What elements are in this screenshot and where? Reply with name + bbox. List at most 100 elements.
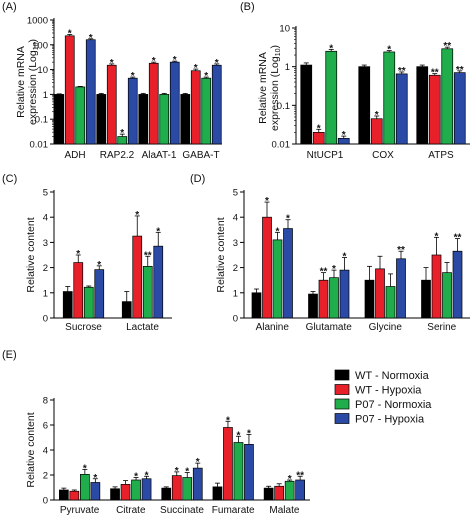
- significance-mark: **: [454, 233, 462, 244]
- bar: [383, 51, 396, 145]
- category-label: RAP2.2: [100, 150, 135, 161]
- significance-mark: *: [329, 43, 333, 54]
- y-tick-label: 8: [43, 396, 48, 407]
- bar: [421, 279, 431, 319]
- significance-mark: **: [456, 65, 464, 76]
- significance-mark: *: [175, 466, 179, 477]
- significance-mark: *: [135, 210, 139, 221]
- panel-letter: (A): [2, 1, 17, 13]
- bar: [62, 291, 73, 319]
- panel-letter: (E): [2, 349, 17, 361]
- significance-mark: *: [387, 45, 391, 56]
- bar: [428, 74, 441, 145]
- bar: [64, 35, 75, 145]
- significance-mark: *: [194, 63, 198, 74]
- legend-swatch: [334, 398, 350, 410]
- significance-mark: *: [97, 260, 101, 271]
- significance-mark: *: [236, 430, 240, 441]
- significance-mark: *: [226, 415, 230, 426]
- legend-swatch: [334, 384, 350, 395]
- bar: [121, 301, 132, 319]
- y-axis-label: Relative mRNAexpression (Log10): [15, 39, 40, 125]
- bar: [180, 94, 191, 145]
- category-label: NtUCP1: [307, 150, 344, 161]
- bar: [182, 477, 193, 501]
- bar: [385, 286, 396, 319]
- y-tick-label: 0.01: [30, 140, 49, 151]
- y-tick-label: 0: [43, 496, 48, 507]
- bar: [85, 39, 96, 145]
- significance-mark: *: [288, 474, 292, 485]
- significance-mark: *: [156, 226, 160, 237]
- bar: [453, 72, 466, 145]
- bar: [295, 479, 305, 501]
- significance-mark: *: [317, 123, 321, 134]
- legend-swatch: [334, 413, 350, 424]
- y-tick-label: 1000: [27, 16, 48, 27]
- bar: [83, 286, 94, 319]
- chart-panel-3: (C)Relative content012345**Sucrose****La…: [2, 173, 172, 333]
- chart-panel-2: (B) Relative mRNAexpression (Log10) 0.01 0.…: [240, 1, 470, 161]
- significance-mark: *: [196, 457, 200, 468]
- y-axis-label: Relative content: [215, 217, 227, 292]
- bar: [132, 235, 143, 319]
- bar: [375, 268, 385, 319]
- category-label: Sucrose: [65, 322, 102, 333]
- bar: [131, 479, 141, 501]
- bar: [90, 482, 101, 501]
- y-tick-label: 2: [43, 263, 48, 274]
- significance-mark: **: [443, 41, 451, 52]
- bar: [201, 77, 212, 145]
- y-tick-label: 4: [233, 213, 238, 224]
- bar: [127, 77, 138, 145]
- bar: [69, 490, 80, 501]
- bar: [94, 269, 105, 319]
- bar: [141, 478, 152, 501]
- significance-mark: *: [131, 71, 135, 82]
- bar: [441, 48, 454, 145]
- bar: [431, 254, 442, 319]
- significance-mark: *: [286, 214, 290, 225]
- significance-mark: *: [276, 226, 280, 237]
- bar: [452, 250, 463, 319]
- bar: [169, 61, 180, 145]
- y-tick-label: 1: [43, 288, 48, 299]
- bar: [396, 258, 406, 319]
- y-axis-label: Relative mRNAexpression (Log10): [257, 45, 282, 131]
- bar: [211, 64, 222, 145]
- bar: [364, 279, 375, 319]
- chart-panel-1: (A) Relative mRNAexpression (Log10) 0.01 0.…: [2, 1, 222, 161]
- y-tick-label: 4: [43, 213, 48, 224]
- bar: [263, 487, 274, 501]
- legend: WT - Normoxia WT - Hypoxia P07 - Normoxia P…: [334, 369, 432, 426]
- category-label: Lactate: [126, 322, 159, 333]
- y-tick-label: 6: [43, 421, 48, 432]
- bar: [171, 475, 182, 501]
- y-tick-label: 2: [233, 263, 238, 274]
- bar: [274, 485, 284, 501]
- y-tick-label: 2: [43, 471, 48, 482]
- y-axis-label: Relative content: [25, 217, 37, 292]
- bar: [153, 245, 164, 319]
- legend-entry: P07 - Hypoxia: [355, 414, 425, 426]
- significance-mark: *: [435, 231, 439, 242]
- category-label: Alanine: [256, 322, 290, 333]
- significance-mark: *: [204, 71, 208, 82]
- significance-mark: *: [76, 249, 80, 260]
- bar: [75, 86, 86, 145]
- bar: [251, 292, 262, 319]
- category-label: ATPS: [428, 150, 454, 161]
- bar: [106, 64, 117, 145]
- y-tick-label: 10: [279, 24, 290, 35]
- bar: [300, 64, 313, 145]
- bar: [58, 489, 69, 501]
- significance-mark: *: [134, 472, 138, 483]
- bar: [416, 66, 429, 145]
- y-tick-label: 5: [233, 188, 238, 199]
- bar: [395, 73, 408, 145]
- y-tick-label: 5: [43, 188, 48, 199]
- category-label: AlaAT-1: [142, 150, 177, 161]
- category-label: Pyruvate: [60, 505, 100, 516]
